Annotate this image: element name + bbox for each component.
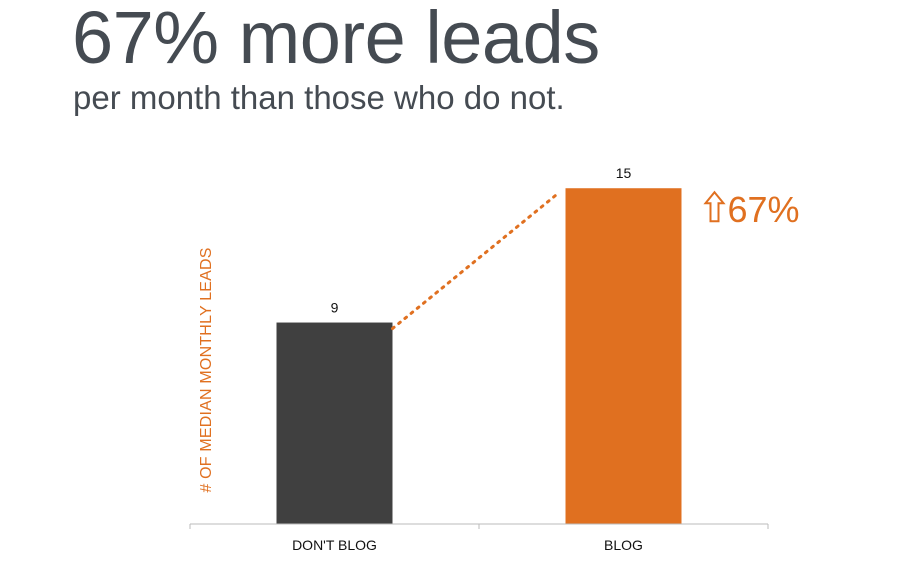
labels-group: 9 DON'T BLOG 15 BLOG 67%: [292, 165, 800, 553]
x-tick-label: DON'T BLOG: [292, 537, 377, 553]
subline: per month than those who do not.: [73, 79, 565, 116]
increase-callout: 67%: [728, 189, 800, 230]
bar-blog: [565, 188, 682, 525]
up-arrow-outline-icon: [703, 190, 726, 223]
bar-value-label: 9: [331, 300, 339, 316]
x-axis: [189, 523, 769, 529]
y-axis-label: # OF MEDIAN MONTHLY LEADS: [198, 247, 215, 492]
bar-value-label: 15: [616, 165, 632, 181]
bars-group: [276, 188, 682, 525]
x-tick-label: BLOG: [604, 537, 643, 553]
bar-dont-blog: [276, 322, 393, 524]
dotted-connector: [391, 190, 561, 331]
headline: 67% more leads: [72, 0, 600, 79]
